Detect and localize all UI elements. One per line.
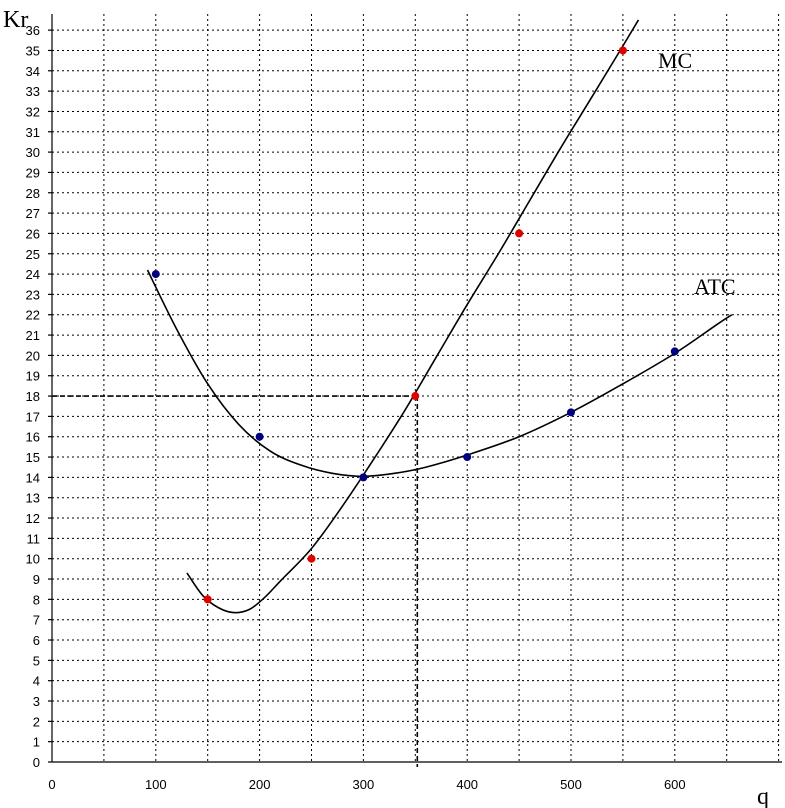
atc-curve: [146, 269, 733, 478]
y-tick-label: 33: [26, 84, 40, 99]
x-tick-label: 500: [560, 777, 582, 792]
y-tick-label: 12: [26, 511, 40, 526]
y-tick-label: 7: [33, 613, 40, 628]
y-tick-label: 14: [26, 470, 40, 485]
y-tick-label: 34: [26, 64, 40, 79]
y-tick-label: 25: [26, 247, 40, 262]
y-tick-label: 2: [33, 714, 40, 729]
y-tick-label: 8: [33, 592, 40, 607]
x-tick-label: 0: [48, 777, 55, 792]
y-tick-label: 1: [33, 735, 40, 750]
atc-curve-label: ATC: [694, 274, 736, 299]
y-tick-label: 26: [26, 226, 40, 241]
x-tick-label: 100: [145, 777, 167, 792]
y-tick-label: 24: [26, 267, 40, 282]
y-tick-label: 20: [26, 348, 40, 363]
y-tick-label: 31: [26, 125, 40, 140]
mc-curve-label: MC: [658, 48, 692, 73]
data-points: [151, 46, 679, 604]
y-tick-label: 10: [26, 552, 40, 567]
x-axis-label: q: [757, 784, 769, 808]
y-tick-label: 4: [33, 674, 40, 689]
atc-data-point: [151, 270, 160, 279]
x-tick-label: 400: [456, 777, 478, 792]
y-tick-label: 6: [33, 633, 40, 648]
y-tick-label: 5: [33, 653, 40, 668]
y-tick-label: 21: [26, 328, 40, 343]
mc-data-point: [515, 229, 524, 238]
atc-data-point: [255, 432, 264, 441]
mc-data-point: [307, 554, 316, 563]
y-tick-label: 35: [26, 43, 40, 58]
x-tick-label: 300: [353, 777, 375, 792]
x-tick-label: 600: [664, 777, 686, 792]
x-tick-label: 200: [249, 777, 271, 792]
y-tick-label: 15: [26, 450, 40, 465]
y-axis-label: Kr: [3, 7, 28, 33]
y-tick-label: 28: [26, 186, 40, 201]
y-tick-label: 3: [33, 694, 40, 709]
y-tick-label: 11: [27, 531, 41, 546]
y-tick-label: 0: [33, 755, 40, 770]
mc-curve: [186, 19, 640, 614]
atc-data-point: [670, 347, 679, 356]
y-tick-label: 29: [26, 165, 40, 180]
tick-labels: 0123456789101112131415161718192021222324…: [26, 23, 686, 792]
atc-data-point: [463, 453, 472, 462]
y-tick-label: 9: [33, 572, 40, 587]
trend-curves: [146, 19, 733, 614]
y-tick-label: 36: [26, 23, 40, 38]
y-tick-label: 13: [26, 491, 40, 506]
y-tick-label: 30: [26, 145, 40, 160]
y-tick-label: 27: [26, 206, 40, 221]
atc-data-point: [567, 408, 575, 417]
y-tick-label: 22: [26, 308, 40, 323]
atc-data-point: [359, 473, 368, 482]
axes: [48, 14, 782, 763]
mc-data-point: [618, 46, 627, 55]
y-tick-label: 16: [26, 430, 40, 445]
y-tick-label: 19: [26, 369, 40, 384]
y-tick-label: 23: [26, 287, 40, 302]
y-tick-label: 32: [26, 104, 40, 119]
y-tick-label: 17: [26, 409, 40, 424]
mc-data-point: [411, 392, 420, 401]
mc-data-point: [203, 595, 212, 604]
reference-lines: [52, 395, 419, 767]
y-tick-label: 18: [26, 389, 40, 404]
grid-lines: [52, 14, 782, 762]
